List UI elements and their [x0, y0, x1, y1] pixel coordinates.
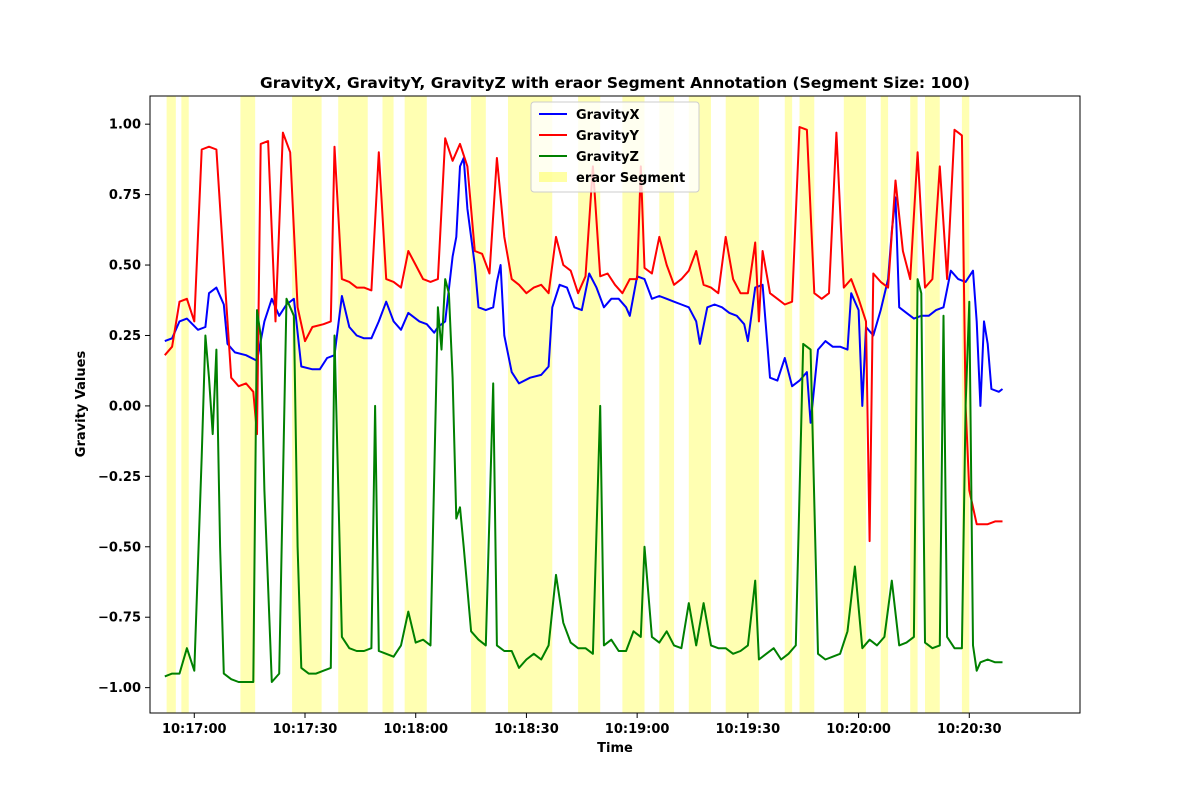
error-segment-5	[382, 96, 394, 713]
error-segment-2	[240, 96, 256, 713]
series-layer	[164, 126, 1004, 683]
legend-label-eraor-segment: eraor Segment	[576, 171, 685, 186]
series-line-gravityx	[164, 157, 1004, 424]
y-axis-label: Gravity Values	[74, 351, 89, 458]
error-segment-3	[292, 96, 322, 713]
x-axis-label: Time	[597, 741, 633, 756]
error-segment-18	[910, 96, 918, 713]
error-segment-0	[166, 96, 176, 713]
legend-frame	[530, 101, 700, 193]
plot-frame	[149, 95, 1081, 714]
x-tick-label-3: 10:18:30	[494, 722, 559, 737]
series-line-gravityz	[164, 278, 1003, 683]
y-tick-label-3: 0.25	[109, 329, 141, 344]
y-tick-label-5: −0.25	[98, 470, 141, 485]
y-tick-label-4: 0.00	[109, 399, 141, 414]
y-tick-label-8: −1.00	[98, 681, 141, 696]
legend: GravityX GravityY GravityZ eraor Segment	[530, 101, 700, 193]
error-segment-17	[880, 96, 889, 713]
error-segment-14	[784, 96, 793, 713]
error-segment-8	[507, 96, 553, 713]
error-segment-6	[404, 96, 427, 713]
chart-title: GravityX, GravityY, GravityZ with eraor …	[260, 74, 970, 92]
error-segment-4	[338, 96, 368, 713]
x-axis: 10:17:00 10:17:30 10:18:00 10:18:30 10:19:00…	[162, 713, 1002, 737]
error-segment-7	[471, 96, 486, 713]
y-tick-label-1: 0.75	[109, 188, 141, 203]
y-tick-label-7: −0.75	[98, 611, 141, 626]
series-line-gravityy	[164, 126, 1003, 543]
y-axis: 1.00 0.75 0.50 0.25 0.00 −0.25 −0.50 −0.75 −1.00	[98, 118, 150, 696]
error-segment-15	[799, 96, 815, 713]
error-segment-12	[688, 96, 711, 713]
legend-swatch-eraor-segment	[539, 172, 567, 182]
x-tick-label-6: 10:20:00	[826, 722, 891, 737]
y-tick-label-0: 1.00	[109, 118, 141, 133]
y-tick-label-2: 0.50	[109, 259, 141, 274]
legend-label-gravityx: GravityX	[576, 108, 640, 123]
error-segment-16	[843, 96, 866, 713]
x-tick-label-4: 10:19:00	[605, 722, 670, 737]
x-tick-label-7: 10:20:30	[937, 722, 1002, 737]
x-tick-label-1: 10:17:30	[273, 722, 338, 737]
error-segment-19	[925, 96, 940, 713]
error-segment-13	[725, 96, 759, 713]
legend-label-gravityz: GravityZ	[576, 150, 639, 165]
x-tick-label-0: 10:17:00	[162, 722, 227, 737]
x-tick-label-5: 10:19:30	[716, 722, 781, 737]
x-tick-label-2: 10:18:00	[383, 722, 448, 737]
error-segment-1	[181, 96, 189, 713]
y-tick-label-6: −0.50	[98, 540, 141, 555]
legend-label-gravityy: GravityY	[576, 129, 639, 144]
